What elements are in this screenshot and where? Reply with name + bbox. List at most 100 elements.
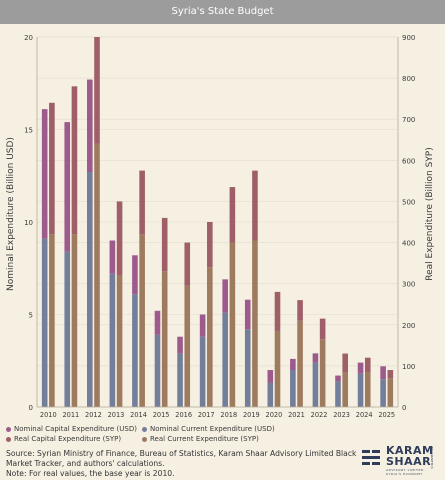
bar-syp-2018-3 [229,187,236,243]
bar-syp-2021-3 [297,300,303,321]
legend-swatch [6,436,11,442]
x-tick-label: 2020 [266,411,283,419]
x-tick-label: 2024 [356,411,373,419]
legend-item: Nominal Current Expenditure (USD) [142,424,312,434]
bar-syp-2023-3 [342,353,348,373]
y-tick-left: 5 [29,312,33,320]
bar-usd-2023-1 [335,375,341,382]
y-tick-right: 800 [402,75,415,83]
bar-syp-2019-3 [252,170,258,241]
bar-usd-2020-0 [267,382,274,407]
logo-mark-icon [362,450,380,465]
bar-usd-2020-1 [267,370,274,383]
y-tick-right: 700 [402,116,415,124]
bar-syp-2015-3 [161,217,168,272]
bar-usd-2014-1 [132,255,138,295]
bar-usd-2013-1 [109,240,116,274]
bar-usd-2011-0 [64,251,71,407]
bar-syp-2016-3 [184,242,191,286]
bar-syp-2022-2 [319,339,326,407]
logo-subtitle: ADVISORY LIMITED · SYRIA'S ECONOMY [386,468,427,476]
bar-usd-2012-0 [87,172,93,407]
bar-usd-2024-1 [357,362,364,374]
bar-usd-2018-0 [222,312,228,407]
bar-usd-2010-0 [41,238,48,407]
bar-syp-2010-2 [49,234,55,407]
bar-usd-2015-0 [154,334,161,407]
bar-usd-2023-0 [335,381,341,407]
bar-usd-2019-0 [244,329,251,407]
bar-usd-2011-1 [64,122,71,252]
legend-label: Nominal Capital Expenditure (USD) [14,425,137,433]
legend-swatch [142,436,147,442]
y-tick-right: 400 [402,240,415,248]
x-tick-label: 2014 [130,411,147,419]
bar-usd-2017-1 [199,314,206,337]
left-axis: 0 5 10 15 20 [24,34,38,412]
x-tick-label: 2016 [175,411,192,419]
bar-usd-2021-1 [290,358,296,370]
bar-syp-2017-2 [207,267,213,407]
y-tick-left: 0 [29,404,33,412]
legend-swatch [6,426,11,432]
legend-item: Real Current Expenditure (SYP) [142,434,312,444]
bar-usd-2018-1 [222,279,228,313]
x-axis: 2010 2011 2012 2013 2014 2015 2016 2017 2018 2019… [37,406,398,419]
bar-syp-2015-2 [161,271,168,407]
y-tick-right: 600 [402,157,415,165]
y-tick-left: 10 [24,219,33,227]
legend-swatch [142,426,147,432]
bar-usd-2010-1 [41,109,48,239]
bar-syp-2018-2 [229,242,236,407]
bar-usd-2025-0 [380,379,386,407]
bar-usd-2022-1 [312,353,319,363]
legend-item: Real Capital Expenditure (SYP) [6,434,142,444]
legend-label: Real Capital Expenditure (SYP) [14,435,122,443]
bar-syp-2013-3 [116,201,123,276]
x-tick-label: 2013 [108,411,125,419]
bar-syp-2017-3 [207,222,213,268]
legend-label: Real Current Expenditure (SYP) [150,435,259,443]
bar-usd-2014-0 [132,294,138,407]
bar-syp-2025-2 [387,378,394,407]
bar-syp-2024-3 [364,357,371,373]
y-tick-right: 200 [402,322,415,330]
x-tick-label: 2017 [198,411,215,419]
bar-usd-2017-0 [199,336,206,407]
source-note: Source: Syrian Ministry of Finance, Bure… [6,449,361,479]
x-tick-label: 2018 [220,411,237,419]
chart-title: Syria's State Budget [0,0,445,24]
x-tick-label: 2011 [62,411,79,419]
bar-usd-2015-1 [154,310,161,335]
bar-syp-2020-3 [274,291,281,331]
x-tick-label: 2012 [85,411,102,419]
y-tick-right: 900 [402,34,415,42]
legend-label: Nominal Current Expenditure (USD) [150,425,275,433]
bar-syp-2012-3 [94,37,100,144]
bar-syp-2014-2 [139,234,145,407]
y-tick-right: 300 [402,281,415,289]
bar-syp-2020-2 [274,330,281,407]
x-tick-label: 2022 [311,411,328,419]
x-tick-label: 2010 [40,411,57,419]
x-tick-label: 2021 [288,411,305,419]
logo-line-1: KARAM [386,444,434,457]
legend-item: Nominal Capital Expenditure (USD) [6,424,142,434]
y-tick-left: 15 [24,127,33,135]
bar-syp-2021-2 [297,320,303,407]
logo-line-2: SHAAR [386,455,432,468]
x-tick-label: 2023 [333,411,350,419]
bar-syp-2019-2 [252,240,258,407]
bar-usd-2016-1 [177,336,183,354]
y-tick-left: 20 [24,34,33,42]
logo-side-text: INFOGRAPHICS [430,446,434,469]
bar-usd-2013-0 [109,273,116,407]
brand-logo: KARAM SHAAR ADVISORY LIMITED · SYRIA'S E… [362,444,442,478]
bar-syp-2013-2 [116,275,123,407]
bar-syp-2010-3 [49,102,55,235]
bar-syp-2024-2 [364,372,371,407]
right-axis: 0 100 200 300 400 500 600 700 800 900 [397,34,415,412]
bar-syp-2011-3 [71,86,78,235]
bar-usd-2012-1 [87,79,93,173]
bar-usd-2019-1 [244,299,251,330]
